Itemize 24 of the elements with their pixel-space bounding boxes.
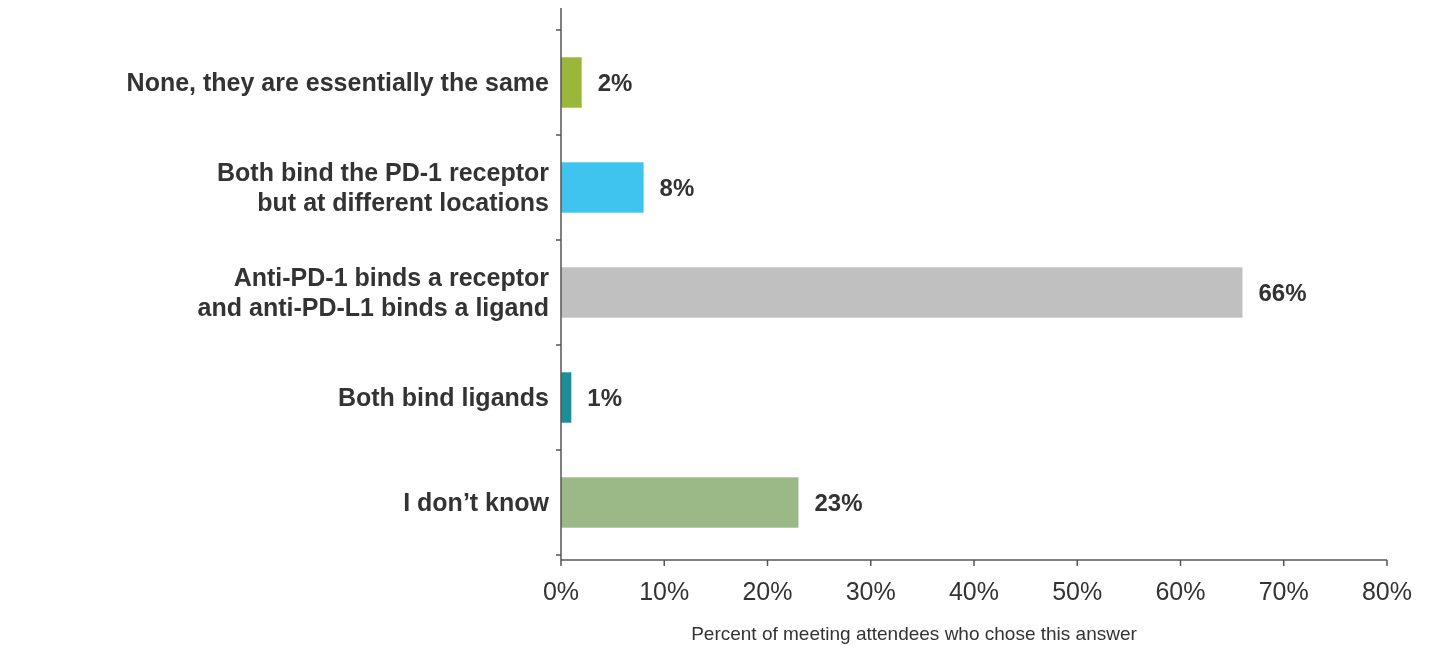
bar [561,477,799,528]
data-label: 23% [814,488,863,516]
y-tick-label: None, they are essentially the same [126,68,550,97]
y-tick-label: I don’t know [403,488,550,517]
x-tick-label: 30% [845,577,896,605]
y-tick-label: Both bind the PD-1 receptor but at different locations [217,158,550,217]
bar [561,57,582,108]
x-tick-label: 20% [742,577,793,605]
x-tick-label: 60% [1155,577,1206,605]
data-label: 8% [659,173,695,201]
bar [561,267,1243,318]
bar [561,162,644,213]
y-tick-label: Both bind ligands [337,383,549,412]
y-tick-label: Anti-PD-1 binds a receptor and anti-PD-L1 binds a ligand [197,263,550,322]
data-label: 2% [597,68,633,96]
x-tick-label: 50% [1052,577,1103,605]
x-tick-label: 0% [542,577,580,605]
x-tick-label: 80% [1361,577,1413,605]
data-label: 1% [587,383,623,411]
x-axis-title: Percent of meeting attendees who chose this answer [691,623,1138,644]
x-tick-label: 40% [948,577,1000,605]
x-tick-label: 10% [639,577,690,605]
x-tick-label: 70% [1258,577,1309,605]
data-label: 66% [1258,278,1307,306]
